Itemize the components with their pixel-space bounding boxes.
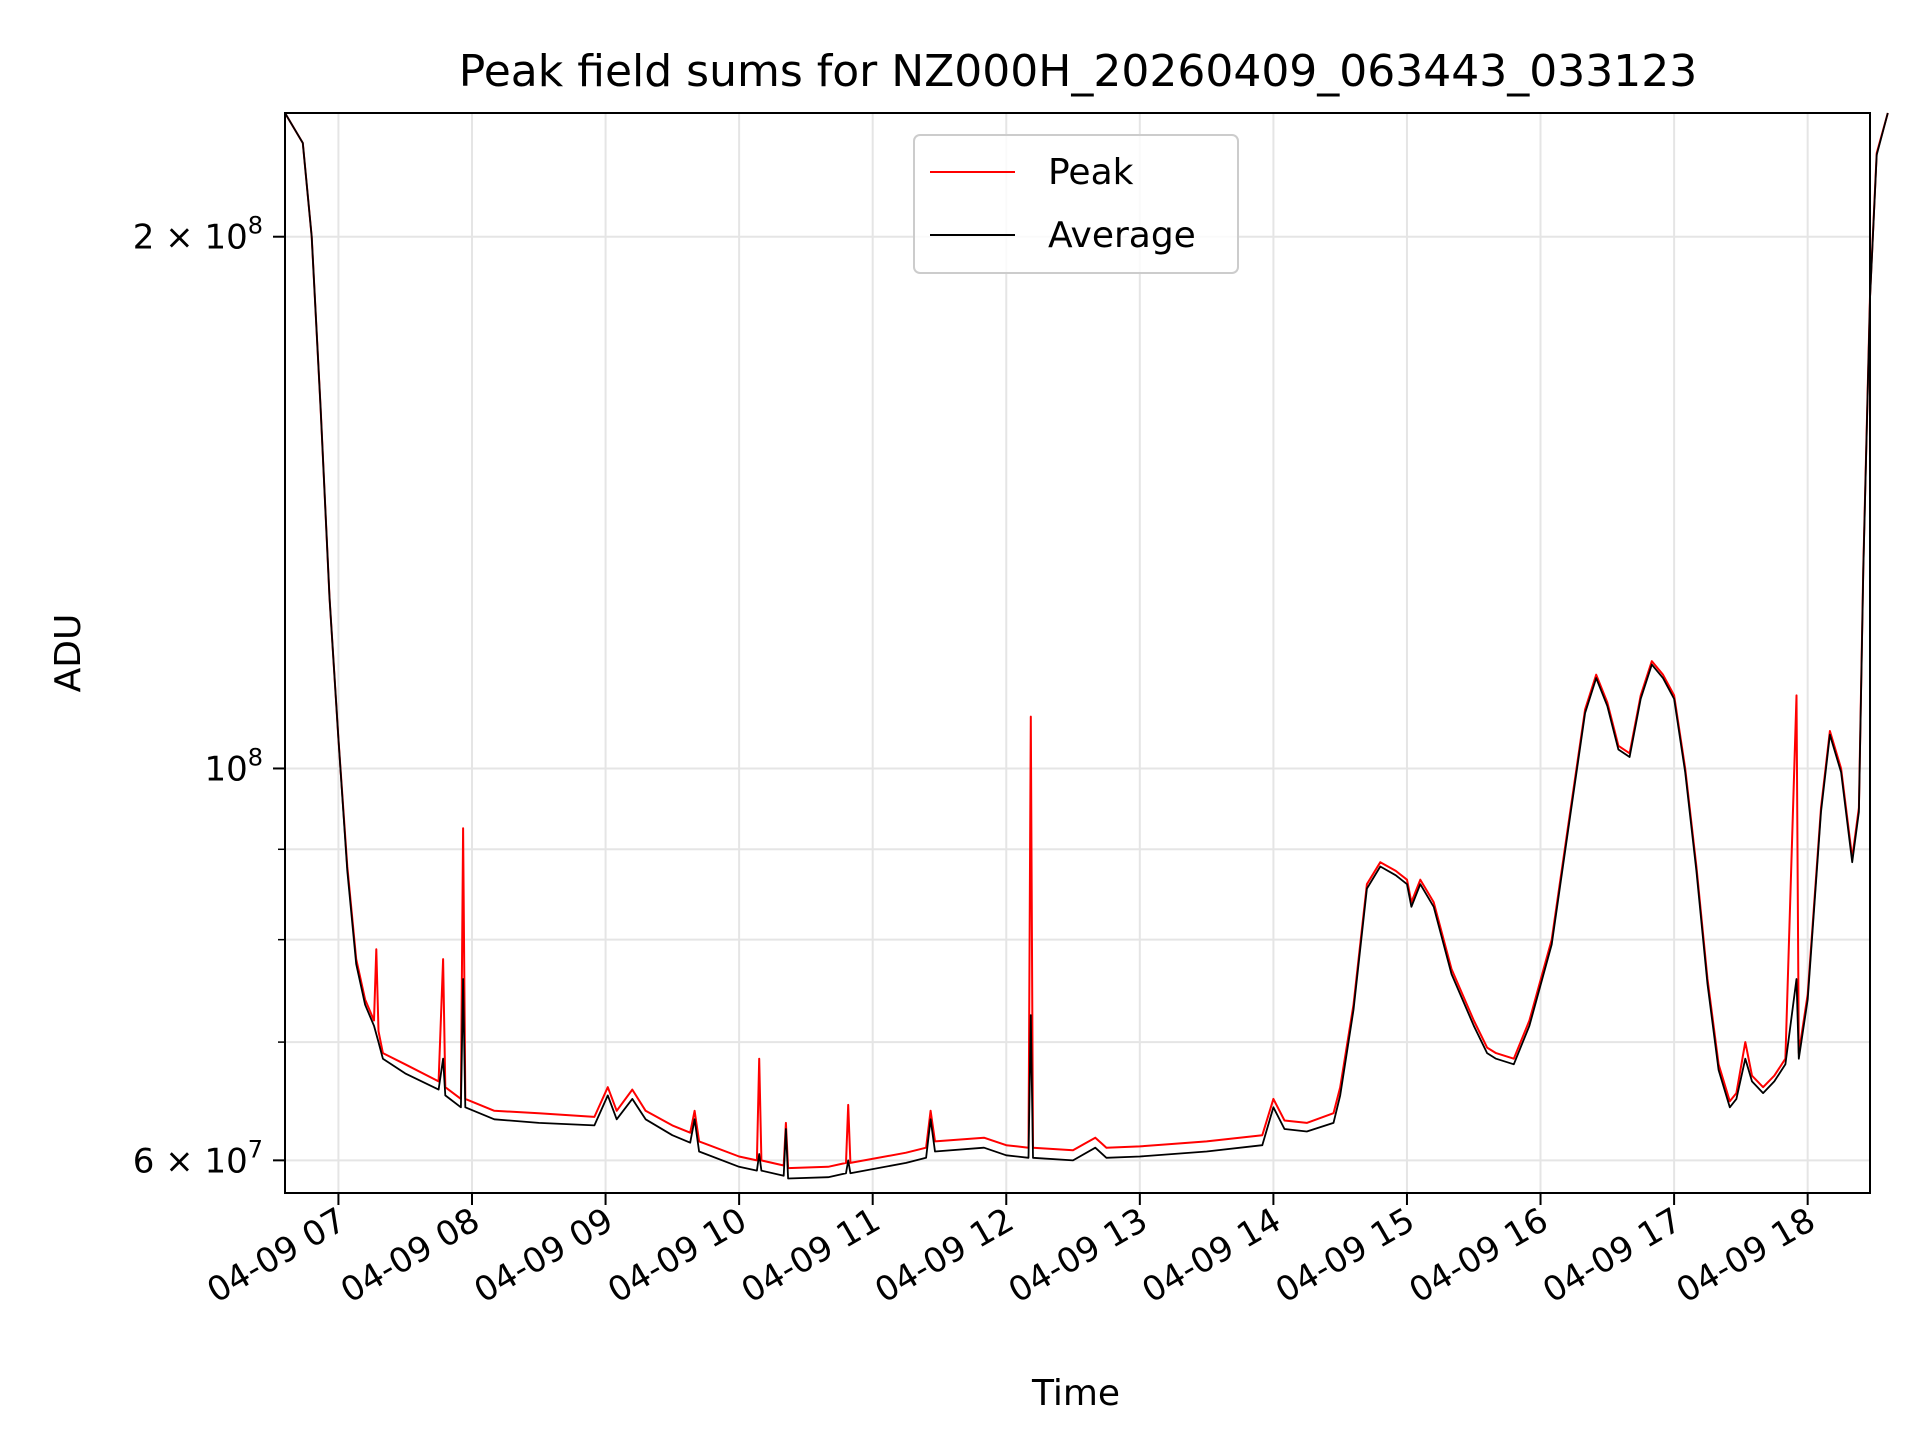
legend-peak-label: Peak xyxy=(1048,152,1134,193)
chart-title: Peak field sums for NZ000H_20260409_0634… xyxy=(459,46,1697,97)
legend-box xyxy=(913,134,1239,274)
series-group xyxy=(284,112,1889,1180)
y-tick-exponent: 7 xyxy=(248,1135,263,1163)
y-tick-label: 2 × 108 xyxy=(133,212,263,258)
legend-average-label: Average xyxy=(1048,215,1196,256)
grid xyxy=(285,113,1870,1193)
y-tick-label: 6 × 107 xyxy=(133,1135,263,1181)
plot-area-border xyxy=(284,112,1871,1194)
legend: Peak Average xyxy=(913,134,1239,274)
y-tick-exponent: 8 xyxy=(248,743,263,771)
y-tick-exponent: 8 xyxy=(248,212,263,240)
y-axis-label: ADU xyxy=(48,614,89,693)
x-axis-label: Time xyxy=(1031,1373,1120,1414)
series-average-line xyxy=(284,112,1889,1180)
series-peak-line xyxy=(284,112,1889,1170)
